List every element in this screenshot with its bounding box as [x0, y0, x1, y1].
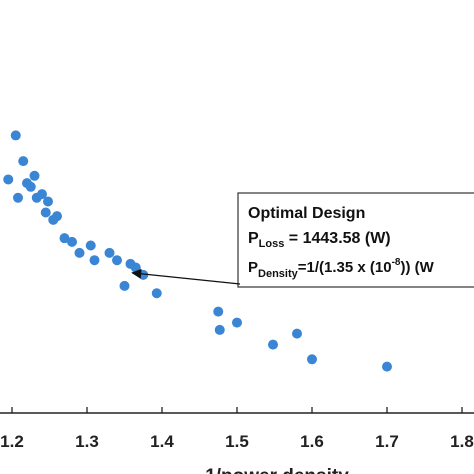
annotation-arrow [131, 268, 241, 285]
annotation-box [237, 192, 474, 288]
x-tick-label: 1.4 [150, 432, 174, 451]
data-point [52, 211, 62, 222]
data-point [85, 240, 96, 251]
data-point [112, 255, 122, 266]
data-point [307, 354, 317, 365]
data-point [43, 196, 53, 207]
x-tick-label: 1.3 [75, 432, 99, 451]
data-point [29, 170, 40, 181]
annotation-optimal-design: Optimal Design PLoss = 1443.58 (W) PDens… [237, 192, 474, 288]
data-point [151, 288, 162, 299]
data-point [232, 317, 242, 328]
data-point [37, 189, 47, 200]
data-point [40, 207, 51, 218]
data-point [382, 361, 392, 372]
annotation-loss: PLoss = 1443.58 (W) [248, 230, 391, 250]
annotation-density: PDensity=1/(1.35 x (10-8)) (W [248, 257, 435, 280]
data-point [89, 255, 100, 266]
data-point [214, 324, 225, 335]
data-point [3, 174, 14, 185]
data-point [213, 306, 224, 317]
x-tick-label: 1.2 [0, 432, 24, 451]
data-point [18, 156, 29, 167]
x-tick-label: 1.5 [225, 432, 249, 451]
x-tick-label: 1.8 [450, 432, 474, 451]
data-point [25, 181, 36, 192]
data-point [119, 280, 130, 291]
data-point [130, 262, 141, 273]
data-point [10, 130, 21, 141]
data-point [74, 247, 85, 258]
data-point [59, 233, 70, 244]
data-point [67, 236, 77, 247]
x-tick-label: 1.7 [375, 432, 399, 451]
x-tick-label: 1.6 [300, 432, 324, 451]
x-axis-label: 1/power density [205, 466, 349, 474]
data-point [104, 247, 115, 258]
data-point [268, 339, 278, 350]
annotation-title: Optimal Design [248, 205, 365, 222]
data-point [13, 192, 23, 203]
data-point [292, 328, 302, 339]
